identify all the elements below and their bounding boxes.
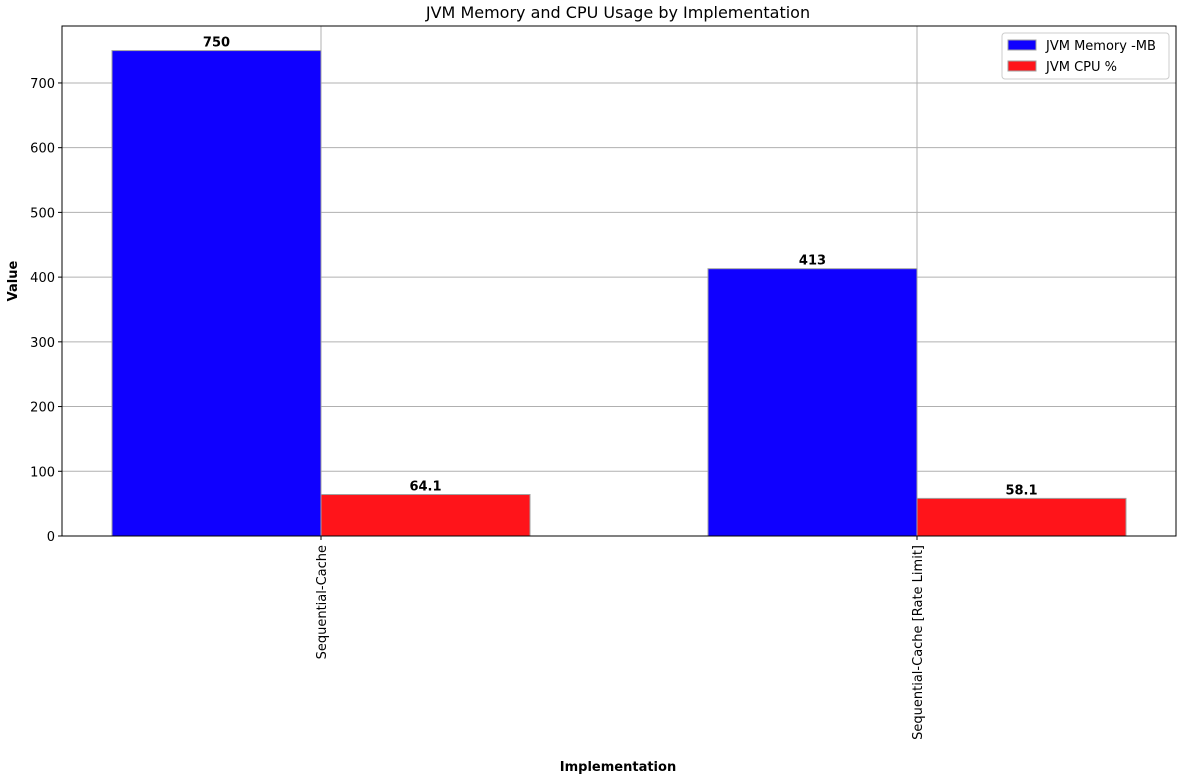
bar-jvm-cpu — [916, 497, 1127, 537]
data-label: 58.1 — [1005, 483, 1037, 498]
legend-box — [1001, 32, 1170, 80]
y-tick-label: 200 — [30, 401, 55, 416]
bar-jvm-memory — [707, 268, 918, 537]
legend-label: JVM Memory -MB — [1045, 39, 1156, 54]
bar-jvm-memory — [111, 50, 322, 537]
chart-title: JVM Memory and CPU Usage by Implementati… — [425, 3, 810, 22]
legend-label: JVM CPU % — [1045, 60, 1117, 75]
legend-swatch — [1007, 60, 1037, 72]
x-axis-ticks: Sequential-Cache Sequential-Cache [Rate L… — [315, 536, 926, 740]
plot-frame — [61, 25, 1177, 537]
legend: JVM Memory -MB JVM CPU % — [1001, 32, 1170, 80]
data-label: 64.1 — [409, 480, 441, 495]
y-tick-label: 300 — [30, 336, 55, 351]
legend-swatch — [1007, 39, 1037, 51]
bars — [111, 50, 1127, 537]
y-axis-label: Value — [6, 260, 21, 301]
y-tick-label: 600 — [30, 142, 55, 157]
data-label: 413 — [799, 254, 826, 269]
data-label: 750 — [203, 36, 230, 51]
x-tick-label: Sequential-Cache — [315, 545, 330, 659]
data-labels: 750 413 64.1 58.1 — [203, 36, 1038, 499]
bar-jvm-cpu — [320, 494, 531, 537]
x-axis-label: Implementation — [560, 760, 676, 775]
y-tick-label: 0 — [47, 530, 55, 545]
x-tick-label: Sequential-Cache [Rate Limit] — [911, 545, 926, 740]
y-tick-label: 400 — [30, 271, 55, 286]
y-axis-ticks: 0 100 200 300 400 500 600 700 — [30, 77, 62, 545]
y-tick-label: 700 — [30, 77, 55, 92]
y-tick-label: 500 — [30, 206, 55, 221]
y-tick-label: 100 — [30, 465, 55, 480]
